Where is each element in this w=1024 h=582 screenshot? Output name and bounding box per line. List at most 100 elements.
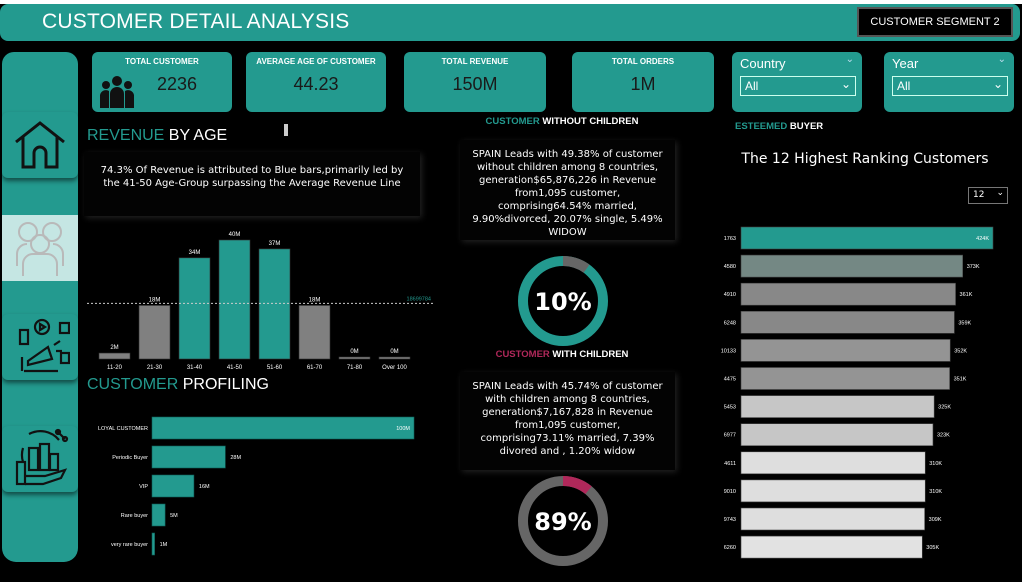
title-rest: PROFILING <box>178 376 269 393</box>
bar <box>218 239 251 360</box>
category-label: 4611 <box>724 461 736 467</box>
data-label: 40M <box>229 232 241 238</box>
esteemed-buyer-title: ESTEEMED BUYER <box>735 121 823 132</box>
chevron-down-icon[interactable]: ⌄ <box>997 54 1006 65</box>
people-icon <box>100 76 134 108</box>
revenue-by-age-chart: 2M 11-20 18M 21-30 34M 31-40 40M 41-50 37M 51-60 1… <box>87 232 433 371</box>
kpi-value: 2236 <box>156 74 198 94</box>
bar <box>298 305 331 360</box>
without-children-text: SPAIN Leads with 49.38% of customer with… <box>460 140 675 240</box>
donut-label: 10% <box>534 288 591 316</box>
marketing-icon <box>18 318 70 373</box>
nav-finance-button[interactable] <box>2 426 78 492</box>
title-rest: WITHOUT CHILDREN <box>539 116 639 127</box>
category-label: 9743 <box>724 517 736 523</box>
top-customers-chart: 1763 424K 4580 373K 4910 361K 6248 359K 10133 352… <box>721 226 994 559</box>
nav-marketing-button[interactable] <box>2 314 78 380</box>
category-label: LOYAL CUSTOMER <box>98 426 148 432</box>
bar <box>740 451 926 475</box>
category-label: 5453 <box>724 405 736 411</box>
kpi-total-customer: TOTAL CUSTOMER 2236 <box>92 52 232 112</box>
title-accent: CUSTOMER <box>485 116 540 127</box>
kpi-total-revenue: TOTAL REVENUE 150M <box>404 52 546 112</box>
bar <box>338 356 371 360</box>
category-label: 6977 <box>724 433 736 439</box>
with-children-donut: 89% <box>518 476 608 566</box>
kpi-label: TOTAL CUSTOMER <box>125 57 199 66</box>
tick-label: 41-50 <box>227 365 243 371</box>
bar <box>740 507 925 531</box>
bar <box>151 503 166 527</box>
nav-customers-button[interactable] <box>2 215 78 281</box>
donut-segment <box>518 476 608 566</box>
tick-label: Over 100 <box>382 365 407 371</box>
bar <box>740 226 994 250</box>
bar <box>98 352 131 360</box>
dropdown-value: All <box>897 79 911 93</box>
data-label: 305K <box>926 545 939 551</box>
slicer-label: Year <box>892 56 919 71</box>
category-label: 6260 <box>724 545 736 551</box>
data-label: 323K <box>937 433 950 439</box>
data-label: 310K <box>929 461 942 467</box>
bar <box>740 282 956 306</box>
average-line-label: 18699784 <box>407 296 431 302</box>
title-accent: CUSTOMER <box>495 349 550 360</box>
chevron-down-icon: ⌄ <box>840 77 851 91</box>
data-label: 0M <box>390 349 398 355</box>
category-label: 4475 <box>724 377 736 383</box>
donut-label: 89% <box>534 508 591 536</box>
bar <box>740 395 935 418</box>
data-label: 373K <box>967 264 980 270</box>
country-slicer: Country ⌄ All ⌄ <box>732 52 862 112</box>
dropdown-value: All <box>745 79 759 93</box>
data-label: 16M <box>199 484 210 490</box>
category-label: Periodic Buyer <box>112 455 148 461</box>
title-accent: ESTEEMED <box>735 121 788 132</box>
bar <box>740 479 926 503</box>
data-label: 18M <box>149 297 161 303</box>
customer-segment-2-button[interactable]: CUSTOMER SEGMENT 2 <box>857 7 1013 37</box>
bar <box>740 339 951 362</box>
data-label: 359K <box>958 320 971 326</box>
category-label: 1763 <box>724 236 736 242</box>
bar <box>740 423 934 446</box>
tick-label: 31-40 <box>187 365 203 371</box>
without-children-donut: 10% <box>518 256 608 346</box>
kpi-value: 44.23 <box>293 74 339 94</box>
year-dropdown[interactable]: All ⌄ <box>892 76 1008 96</box>
nav-home-button[interactable] <box>2 112 78 178</box>
category-label: 10133 <box>721 348 736 354</box>
data-label: 28M <box>230 455 241 461</box>
tick-label: 61-70 <box>307 365 323 371</box>
kpi-value: 150M <box>452 74 498 94</box>
title-rest: WITH CHILDREN <box>549 349 629 360</box>
scroll-handle[interactable] <box>284 124 288 136</box>
bar <box>740 367 950 390</box>
bar <box>151 416 415 440</box>
country-dropdown[interactable]: All ⌄ <box>740 76 856 96</box>
chevron-down-icon: ⌄ <box>996 188 1004 198</box>
kpi-label: TOTAL ORDERS <box>611 57 675 66</box>
home-icon <box>15 121 65 169</box>
dashboard: CUSTOMER DETAIL ANALYSIS CUSTOMER SEGMEN… <box>0 4 1022 582</box>
revenue-insight-text: 74.3% Of Revenue is attributed to Blue b… <box>84 152 420 216</box>
category-label: VIP <box>139 484 148 490</box>
bar <box>740 254 963 278</box>
data-label: 18M <box>309 297 321 303</box>
kpi-total-orders: TOTAL ORDERS 1M <box>572 52 714 112</box>
bar <box>740 311 955 334</box>
category-label: 9010 <box>724 489 736 495</box>
data-label: 2M <box>110 345 118 351</box>
data-label: 37M <box>269 241 281 247</box>
page-title: CUSTOMER DETAIL ANALYSIS <box>42 10 350 33</box>
data-label: 352K <box>954 348 967 354</box>
top-n-dropdown[interactable]: 12 ⌄ <box>968 187 1008 204</box>
data-label: 310K <box>929 489 942 495</box>
tick-label: 51-60 <box>267 365 283 371</box>
bar <box>151 445 226 469</box>
chevron-down-icon[interactable]: ⌄ <box>845 54 854 65</box>
category-label: 6248 <box>724 320 736 326</box>
kpi-label: TOTAL REVENUE <box>441 57 509 66</box>
title-rest: BUYER <box>787 121 824 132</box>
